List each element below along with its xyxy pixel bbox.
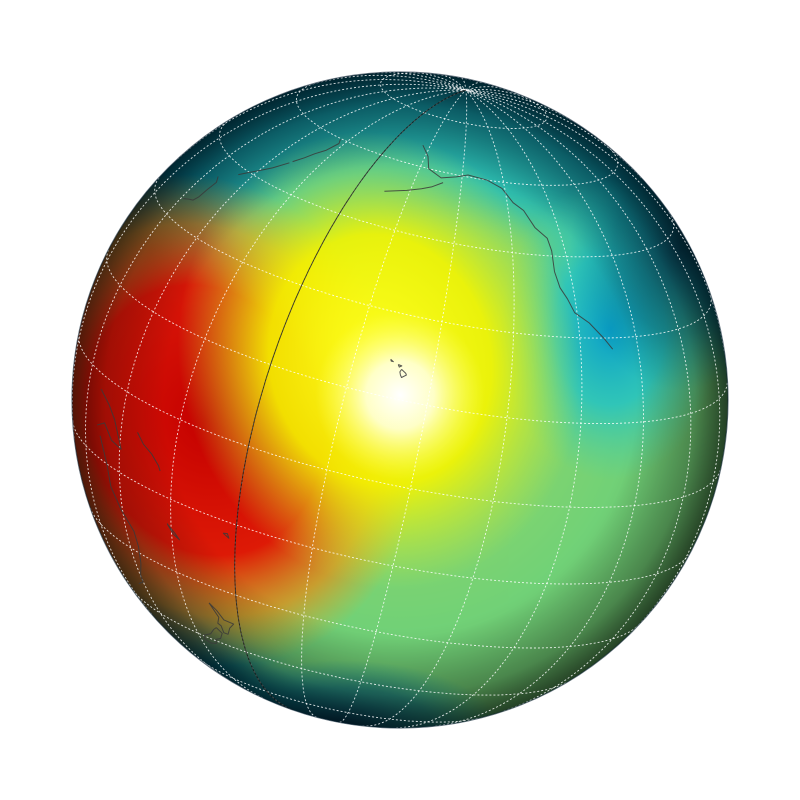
graticule-meridian	[301, 89, 467, 718]
graticule-parallel	[218, 118, 675, 258]
graticule-meridian	[305, 74, 467, 91]
coast-aleutians	[384, 182, 444, 192]
coast-kuril	[238, 162, 290, 176]
coast-north-america	[422, 144, 614, 350]
graticule-meridian	[170, 89, 466, 699]
coast-new-guinea	[97, 388, 122, 450]
graticule-parallel	[154, 177, 712, 339]
graticule-meridian	[441, 74, 467, 91]
coast-australia-east	[99, 435, 144, 585]
coast-hawaii-oahu	[390, 358, 394, 363]
globe-outline	[71, 71, 729, 729]
limb-shade	[72, 72, 728, 728]
coast-hawaii-maui	[397, 364, 403, 368]
graticule-parallel	[295, 81, 619, 186]
graticule-meridian	[118, 89, 466, 676]
graticule-parallel	[78, 333, 721, 508]
graticule-meridian	[435, 89, 644, 727]
coast-kamchatka	[292, 139, 341, 163]
graticule-meridian	[465, 86, 506, 91]
graticule-meridian	[72, 83, 466, 439]
graticule-meridian	[465, 89, 721, 634]
graticule-meridian	[396, 89, 583, 728]
coast-new-zealand-north	[208, 602, 235, 635]
coast-japan	[183, 176, 219, 201]
coast-new-zealand-south	[203, 627, 223, 644]
graticule	[72, 72, 728, 728]
graticule-parallel	[132, 589, 567, 696]
coast-fiji	[222, 532, 230, 539]
graticule-meridian	[362, 89, 515, 727]
graticule-meridian	[465, 89, 725, 352]
graticule-parallel	[380, 72, 548, 129]
field-layer	[72, 72, 728, 728]
coast-new-caledonia	[166, 523, 180, 541]
graticule-parallel	[89, 507, 640, 649]
graticule-meridian	[465, 89, 531, 100]
coast-hawaii-big-island	[399, 369, 407, 378]
graticule-meridian	[461, 77, 467, 91]
graticule-meridian	[339, 90, 468, 723]
graticule-meridian	[177, 79, 467, 160]
graticule-meridian	[85, 87, 466, 615]
coastlines	[97, 139, 614, 644]
dateline-meridian	[234, 89, 467, 711]
coast-solomons	[137, 432, 161, 472]
graticule-parallel	[106, 249, 728, 425]
graticule-parallel	[72, 421, 691, 585]
